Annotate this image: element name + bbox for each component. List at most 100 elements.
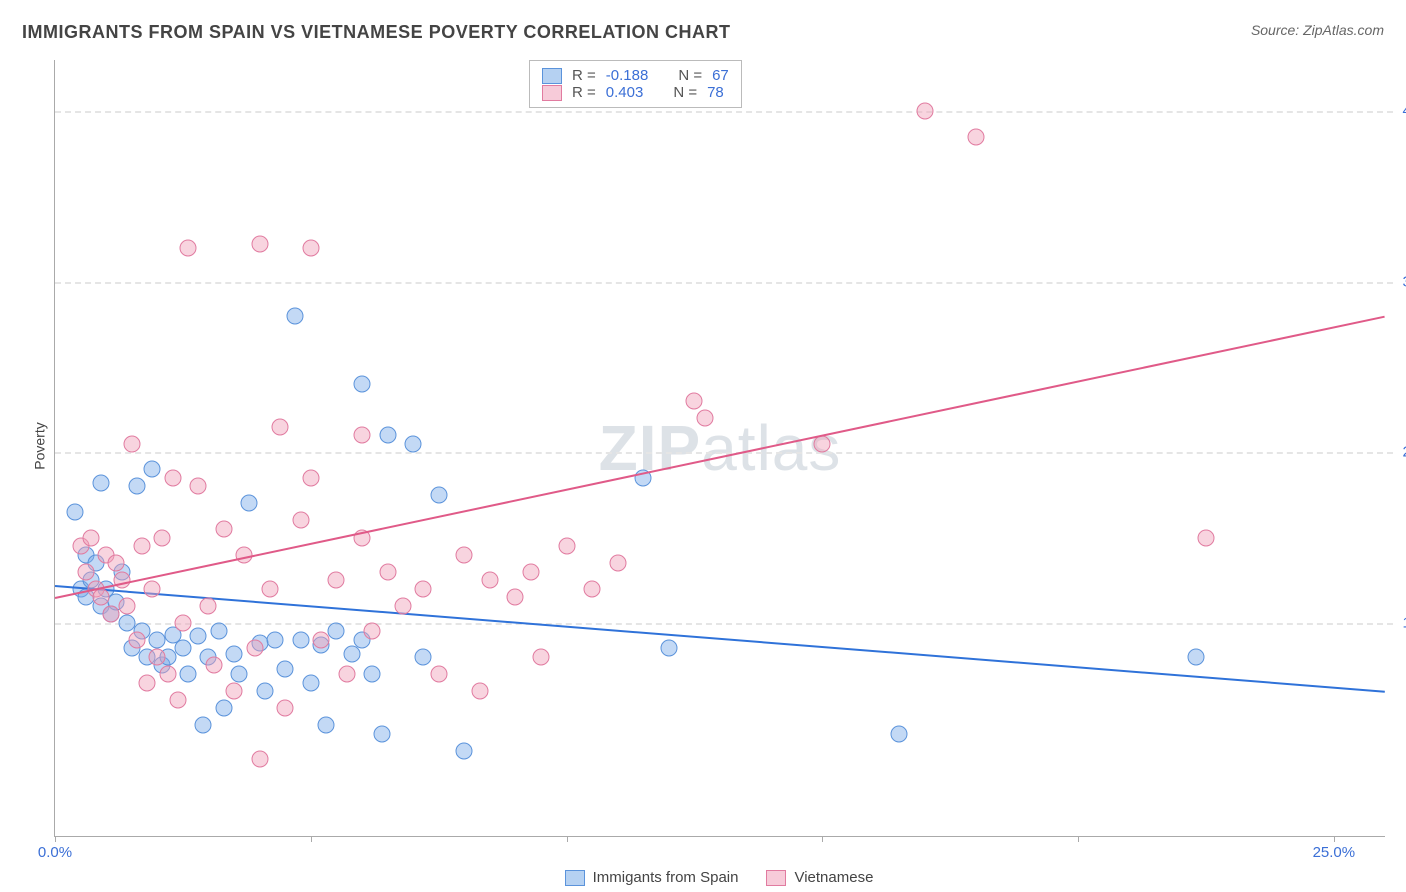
data-point	[415, 648, 432, 665]
data-point	[522, 563, 539, 580]
stat-label: R =	[572, 84, 596, 101]
data-point	[174, 640, 191, 657]
data-point	[277, 660, 294, 677]
data-point	[118, 597, 135, 614]
data-point	[302, 239, 319, 256]
data-point	[128, 631, 145, 648]
data-point	[318, 717, 335, 734]
stats-legend-box: R = -0.188 N = 67 R = 0.403 N = 78	[529, 60, 742, 108]
gridline	[55, 282, 1393, 284]
legend-label: Vietnamese	[794, 869, 873, 886]
stat-value: 78	[707, 84, 724, 101]
data-point	[118, 614, 135, 631]
trendline	[55, 316, 1385, 599]
data-point	[159, 665, 176, 682]
swatch-icon	[542, 85, 562, 101]
data-point	[660, 640, 677, 657]
stats-row-series-b: R = 0.403 N = 78	[542, 84, 729, 101]
gridline	[55, 452, 1393, 454]
data-point	[456, 546, 473, 563]
data-point	[180, 239, 197, 256]
data-point	[394, 597, 411, 614]
data-point	[266, 631, 283, 648]
data-point	[272, 418, 289, 435]
chart-title: IMMIGRANTS FROM SPAIN VS VIETNAMESE POVE…	[22, 22, 731, 43]
x-tick-mark	[1334, 836, 1335, 842]
data-point	[210, 623, 227, 640]
data-point	[246, 640, 263, 657]
stat-label: N =	[673, 84, 697, 101]
data-point	[430, 486, 447, 503]
stat-value: 67	[712, 67, 729, 84]
data-point	[144, 461, 161, 478]
data-point	[313, 631, 330, 648]
data-point	[190, 478, 207, 495]
data-point	[108, 555, 125, 572]
stat-label: N =	[678, 67, 702, 84]
x-tick-label: 0.0%	[38, 844, 72, 861]
data-point	[415, 580, 432, 597]
y-tick-label: 10.0%	[1402, 614, 1406, 631]
gridline	[55, 623, 1393, 625]
data-point	[144, 580, 161, 597]
data-point	[277, 700, 294, 717]
legend-item-series-a: Immigants from Spain	[565, 869, 739, 886]
data-point	[77, 563, 94, 580]
data-point	[328, 623, 345, 640]
data-point	[261, 580, 278, 597]
data-point	[481, 572, 498, 589]
data-point	[379, 563, 396, 580]
data-point	[251, 236, 268, 253]
y-axis-label: Poverty	[32, 422, 48, 469]
data-point	[123, 435, 140, 452]
data-point	[133, 538, 150, 555]
data-point	[532, 648, 549, 665]
data-point	[364, 623, 381, 640]
data-point	[154, 529, 171, 546]
data-point	[374, 725, 391, 742]
source-label: Source: ZipAtlas.com	[1251, 22, 1384, 38]
data-point	[916, 103, 933, 120]
data-point	[215, 700, 232, 717]
data-point	[405, 435, 422, 452]
data-point	[338, 665, 355, 682]
data-point	[231, 665, 248, 682]
data-point	[82, 529, 99, 546]
data-point	[67, 503, 84, 520]
data-point	[226, 645, 243, 662]
data-point	[471, 683, 488, 700]
data-point	[93, 474, 110, 491]
stat-value: -0.188	[606, 67, 649, 84]
data-point	[379, 427, 396, 444]
swatch-icon	[542, 68, 562, 84]
x-tick-mark	[311, 836, 312, 842]
data-point	[430, 665, 447, 682]
x-tick-mark	[822, 836, 823, 842]
bottom-legend: Immigants from Spain Vietnamese	[54, 869, 1384, 886]
data-point	[169, 691, 186, 708]
data-point	[139, 674, 156, 691]
data-point	[205, 657, 222, 674]
data-point	[256, 683, 273, 700]
data-point	[93, 589, 110, 606]
data-point	[456, 742, 473, 759]
data-point	[180, 665, 197, 682]
x-tick-mark	[55, 836, 56, 842]
data-point	[967, 128, 984, 145]
x-tick-mark	[567, 836, 568, 842]
swatch-icon	[766, 870, 786, 886]
data-point	[292, 631, 309, 648]
data-point	[1197, 529, 1214, 546]
data-point	[1187, 648, 1204, 665]
y-tick-label: 40.0%	[1402, 103, 1406, 120]
data-point	[195, 717, 212, 734]
data-point	[251, 751, 268, 768]
data-point	[200, 597, 217, 614]
data-point	[174, 614, 191, 631]
stat-label: R =	[572, 67, 596, 84]
data-point	[215, 521, 232, 538]
data-point	[149, 648, 166, 665]
legend-item-series-b: Vietnamese	[766, 869, 873, 886]
data-point	[891, 725, 908, 742]
data-point	[364, 665, 381, 682]
